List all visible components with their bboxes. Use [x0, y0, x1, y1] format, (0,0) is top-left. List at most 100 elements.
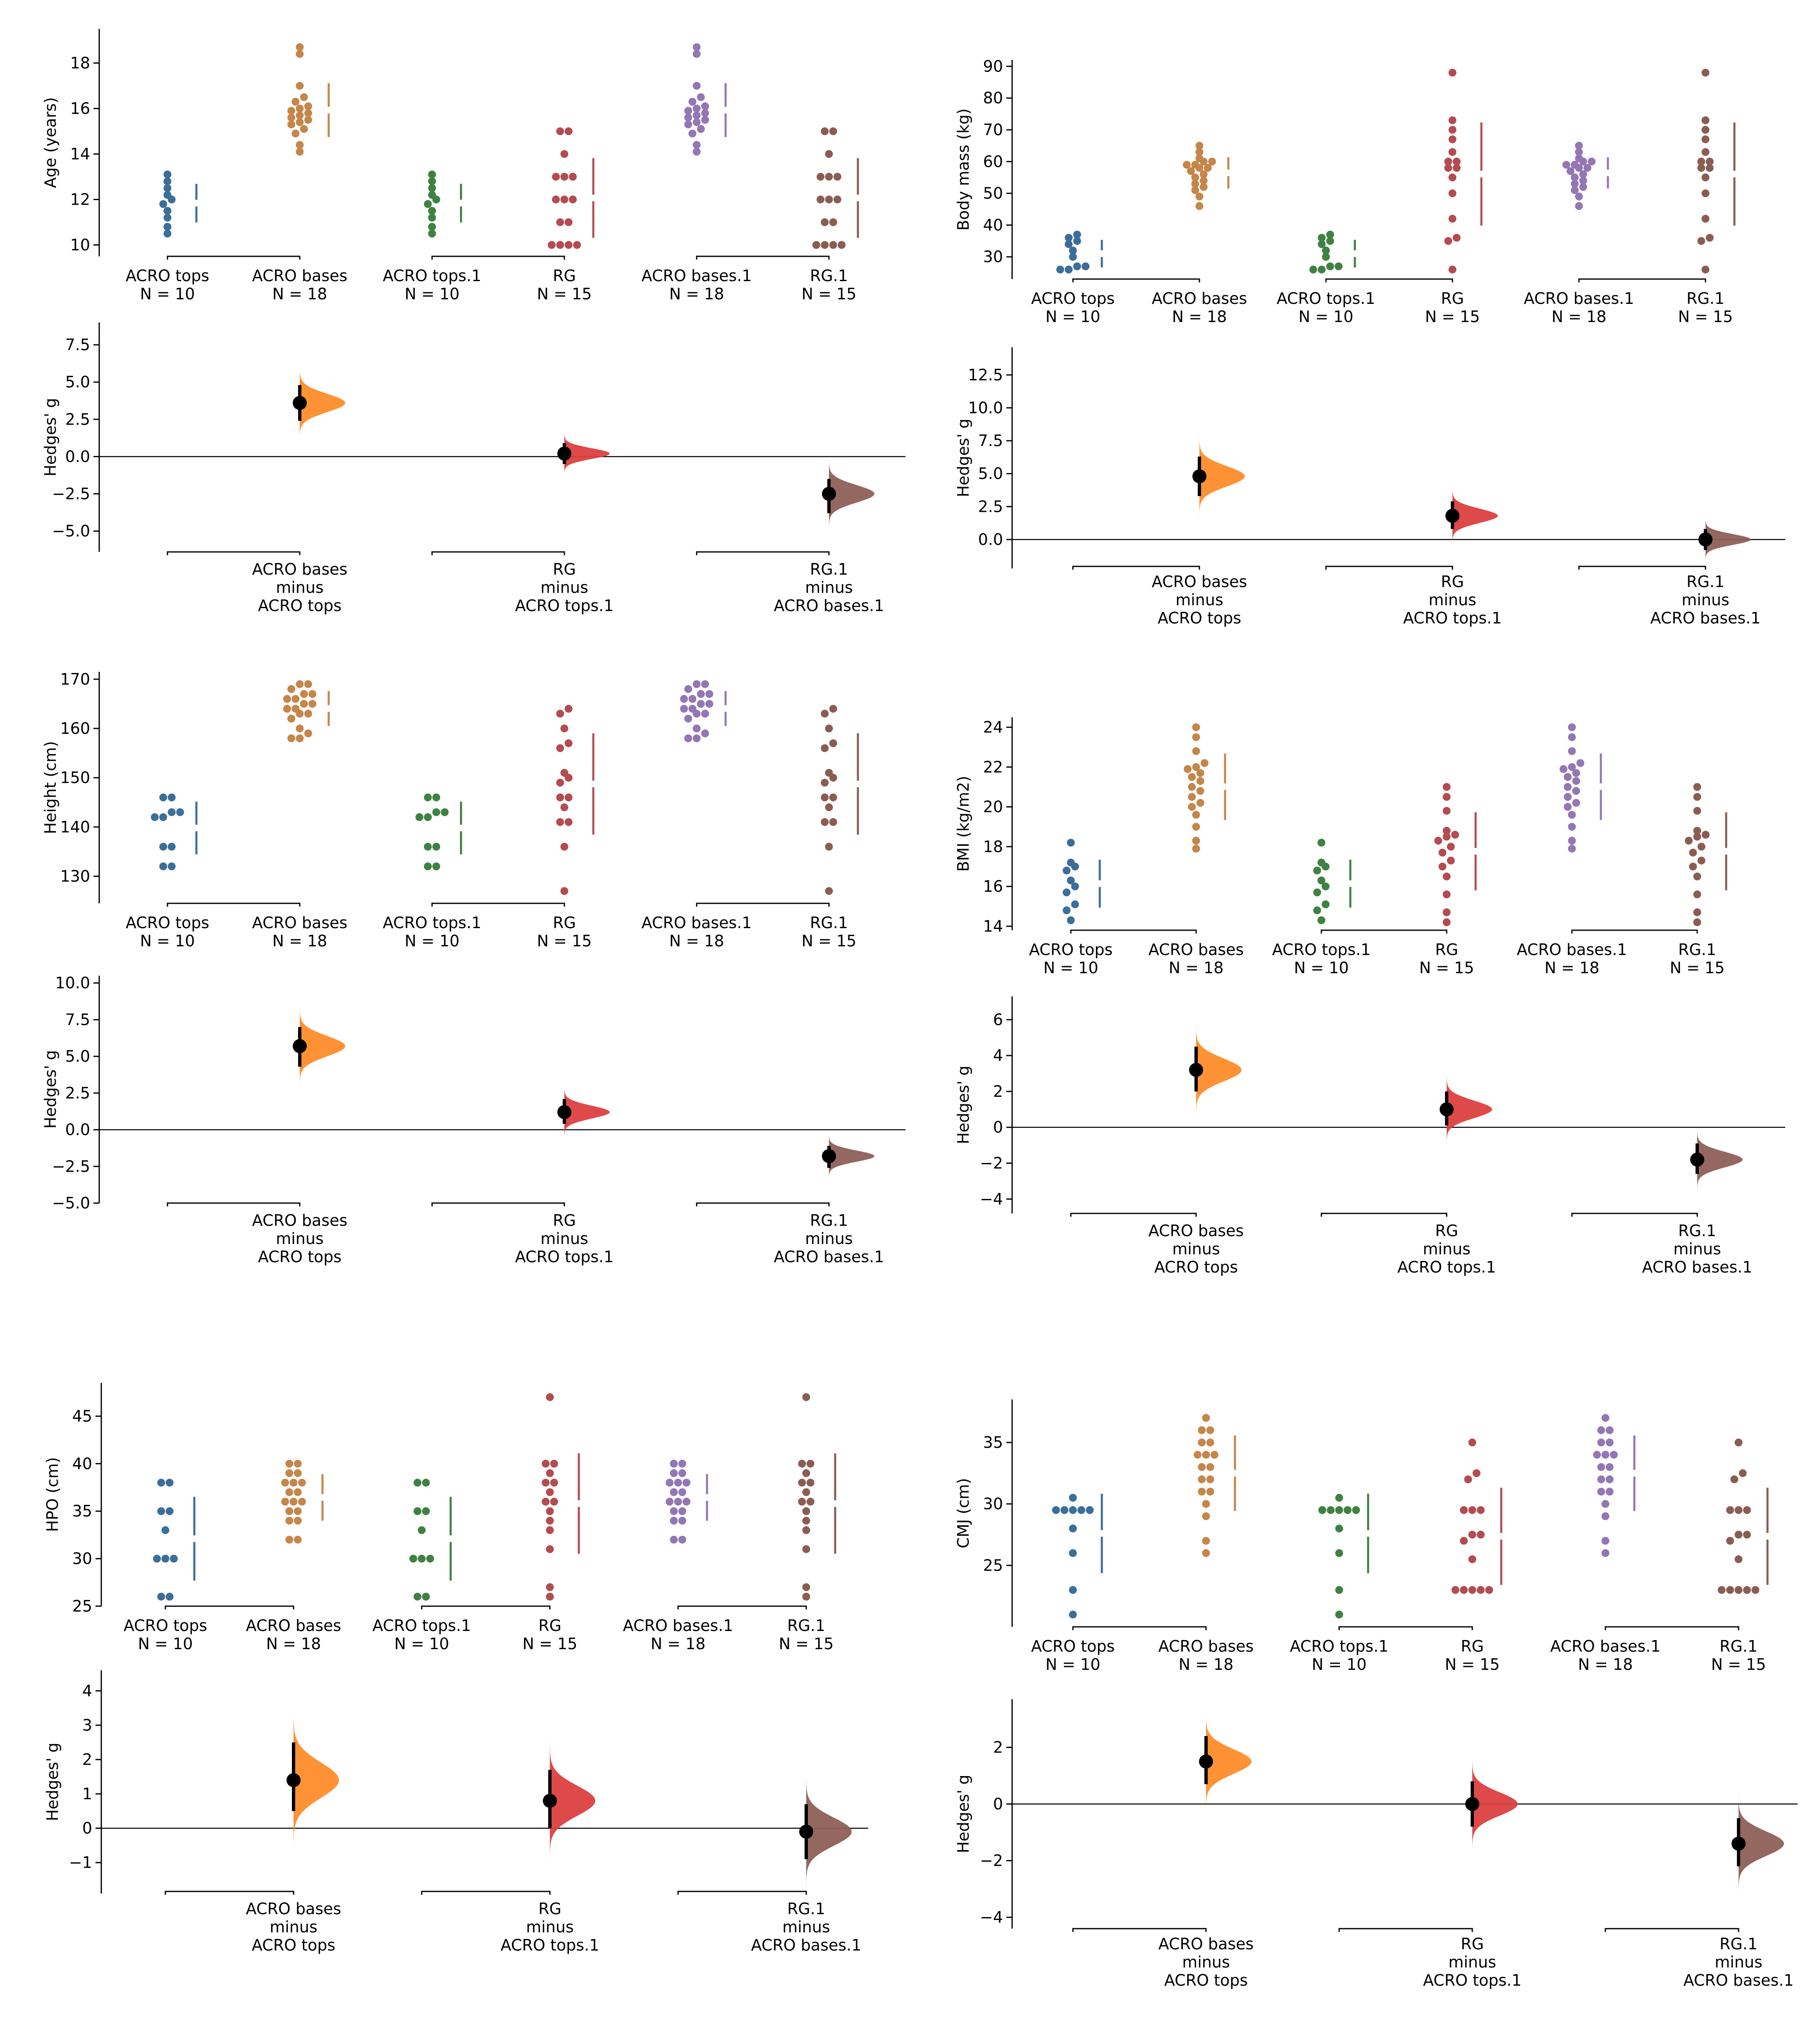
data-point	[157, 1593, 165, 1601]
data-point	[825, 843, 833, 851]
pair-bracket	[431, 903, 565, 907]
y-axis-label: Hedges' g	[41, 398, 60, 476]
data-point	[157, 1478, 165, 1487]
data-point	[294, 1488, 302, 1496]
data-point	[1335, 1610, 1343, 1619]
data-point	[701, 729, 709, 738]
contrast-label-line: ACRO tops.1	[515, 597, 614, 615]
data-point	[1198, 1438, 1206, 1447]
data-point	[564, 127, 573, 135]
group-label: RG.1	[1720, 1637, 1758, 1655]
data-point	[1073, 230, 1081, 239]
data-point	[1202, 1451, 1210, 1459]
y-tick-label: 2	[993, 1082, 1003, 1101]
bootstrap-distribution	[1452, 486, 1498, 546]
data-point	[424, 813, 432, 821]
data-point	[432, 793, 440, 802]
data-point	[428, 229, 436, 238]
contrast-label-line: ACRO bases	[252, 560, 348, 578]
data-point	[1202, 1500, 1210, 1508]
data-point	[1575, 148, 1583, 156]
data-point	[693, 111, 701, 119]
data-point	[556, 218, 564, 226]
y-tick-label: 150	[60, 769, 90, 787]
effect-size-point	[1465, 1797, 1479, 1811]
contrast-bracket	[1605, 1928, 1739, 1932]
data-point	[1689, 848, 1697, 857]
group-label: ACRO bases.1	[1550, 1637, 1661, 1655]
data-point	[1192, 747, 1200, 755]
data-point	[426, 1554, 434, 1563]
data-point	[693, 148, 701, 156]
y-tick-label: −4	[980, 1190, 1003, 1208]
data-point	[1572, 769, 1580, 777]
data-point	[291, 129, 300, 138]
data-point	[684, 107, 693, 115]
bootstrap-distribution	[1447, 1072, 1492, 1146]
data-point	[294, 1459, 302, 1468]
data-point	[1200, 759, 1209, 767]
group-label: RG.1	[1686, 289, 1724, 308]
data-point	[1571, 160, 1579, 169]
data-point	[547, 241, 556, 249]
contrast-label-line: ACRO tops	[258, 597, 342, 615]
data-point	[798, 1497, 806, 1506]
data-point	[1562, 160, 1570, 169]
data-point	[556, 744, 564, 752]
y-tick-label: 160	[60, 719, 90, 738]
data-point	[1191, 173, 1199, 181]
data-point	[1685, 836, 1693, 845]
data-point	[281, 1478, 289, 1487]
data-point	[1597, 1463, 1605, 1471]
data-point	[418, 1554, 426, 1563]
data-point	[1593, 1451, 1601, 1459]
data-point	[1693, 908, 1701, 917]
contrast-label-line: minus	[1448, 1953, 1496, 1971]
data-point	[1069, 1524, 1077, 1533]
group-label: ACRO bases	[246, 1617, 342, 1635]
data-point	[1583, 164, 1591, 172]
pair-bracket	[696, 255, 830, 260]
y-tick-label: 4	[993, 1046, 1003, 1065]
group-5: ACRO bases.1N = 18	[1550, 1414, 1661, 1674]
data-point	[294, 1469, 302, 1477]
data-point	[1693, 918, 1701, 926]
data-point	[424, 200, 432, 208]
y-axis-label: Hedges' g	[41, 1050, 60, 1129]
data-point	[680, 704, 688, 713]
data-point	[821, 709, 829, 718]
data-point	[1443, 890, 1451, 898]
data-point	[1188, 773, 1196, 781]
data-point	[564, 818, 573, 826]
group-3: ACRO tops.1N = 10	[373, 1478, 471, 1653]
data-point	[1726, 1537, 1734, 1545]
data-point	[296, 734, 304, 743]
y-axis-label: Hedges' g	[954, 1774, 972, 1853]
data-point	[546, 1593, 554, 1601]
group-4: RGN = 15	[1445, 1438, 1502, 1674]
data-point	[163, 229, 172, 238]
data-point	[304, 729, 312, 738]
group-label: ACRO bases	[1152, 289, 1247, 308]
y-tick-label: 2.5	[65, 410, 90, 428]
group-n-label: N = 18	[1545, 959, 1600, 977]
data-point	[556, 778, 564, 787]
y-tick-label: −5.0	[52, 522, 90, 540]
data-point	[1705, 158, 1714, 166]
data-point	[161, 1554, 170, 1563]
contrast-label-line: RG.1	[787, 1900, 825, 1918]
data-point	[1601, 1451, 1610, 1459]
data-point	[1065, 234, 1073, 242]
data-point	[684, 734, 693, 743]
data-point	[1476, 1586, 1485, 1594]
data-point	[159, 862, 167, 871]
